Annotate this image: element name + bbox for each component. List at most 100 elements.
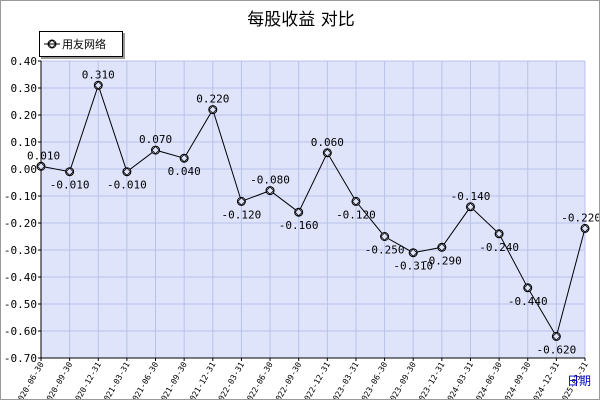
- data-label: -0.160: [279, 219, 319, 232]
- data-label: -0.120: [222, 208, 262, 221]
- y-tick-label: -0.70: [4, 352, 37, 365]
- data-point-circle: [65, 167, 75, 177]
- y-tick-label: -0.60: [4, 325, 37, 338]
- data-label: -0.010: [107, 179, 147, 192]
- data-point-diamond: [351, 197, 361, 206]
- data-label: -0.620: [536, 343, 576, 356]
- y-tick-label: -0.10: [4, 190, 37, 203]
- x-tick-label: 2023-12-31: [415, 360, 447, 400]
- data-label: 0.040: [168, 165, 201, 178]
- data-label: -0.220: [561, 211, 600, 224]
- data-point-diamond: [94, 81, 103, 90]
- data-point: [265, 186, 275, 196]
- data-label: -0.010: [50, 179, 90, 192]
- data-point: [122, 167, 132, 177]
- data-point: [322, 148, 332, 158]
- data-point-diamond: [179, 154, 189, 163]
- data-point-diamond: [409, 248, 418, 257]
- data-point-circle: [380, 232, 390, 241]
- data-point: [437, 242, 447, 252]
- data-point: [523, 283, 533, 293]
- data-point-circle: [236, 196, 246, 206]
- data-point: [465, 202, 475, 212]
- data-point-diamond: [208, 105, 217, 114]
- series-line: [40, 83, 586, 338]
- x-tick-label: 2021-06-30: [128, 360, 160, 400]
- y-tick-label: -0.50: [4, 298, 37, 311]
- x-tick-label: 2022-03-31: [214, 360, 246, 400]
- data-point-diamond: [36, 162, 46, 171]
- data-label: -0.120: [336, 208, 376, 221]
- data-point-circle: [465, 202, 475, 212]
- data-label: -0.290: [422, 254, 462, 267]
- data-point-diamond: [122, 167, 132, 176]
- data-point-circle: [322, 148, 332, 158]
- data-label: -0.240: [479, 241, 519, 254]
- data-point-circle: [265, 186, 275, 196]
- data-point-circle: [93, 80, 103, 90]
- data-point-circle: [494, 229, 504, 239]
- data-point: [65, 167, 75, 177]
- data-label: -0.080: [250, 174, 290, 187]
- data-label: -0.140: [451, 190, 491, 203]
- x-tick-label: 2020-12-31: [71, 360, 103, 400]
- data-point-circle: [408, 248, 418, 258]
- data-point-circle: [351, 196, 361, 206]
- chart-title: 每股收益 对比: [247, 10, 355, 30]
- x-tick-label: 2022-09-30: [272, 360, 304, 400]
- data-point: [351, 196, 361, 206]
- x-tick-label: 2024-03-31: [443, 360, 475, 400]
- data-point-diamond: [494, 229, 504, 238]
- data-point-diamond: [380, 232, 389, 241]
- data-point: [380, 232, 390, 241]
- y-tick-label: 0.00: [11, 163, 38, 176]
- y-tick-label: 0.20: [11, 109, 38, 122]
- data-point: [151, 145, 161, 155]
- x-tick-label: 2021-09-30: [157, 360, 189, 400]
- y-tick-label: -0.40: [4, 271, 37, 284]
- plot-area: [41, 61, 585, 358]
- data-point-diamond: [523, 283, 532, 292]
- data-point: [208, 105, 218, 115]
- diamond-circle-icon: [44, 39, 60, 49]
- data-point-circle: [294, 207, 304, 217]
- data-point-diamond: [294, 208, 303, 217]
- data-point-circle: [523, 283, 533, 293]
- data-point-circle: [551, 331, 561, 341]
- data-point-diamond: [552, 332, 561, 341]
- x-tick-label: 2023-03-31: [329, 360, 361, 400]
- data-point-diamond: [323, 148, 332, 157]
- x-tick-label: 2021-12-31: [186, 360, 218, 400]
- y-tick-label: 0.30: [11, 82, 38, 95]
- data-point-diamond: [237, 197, 246, 206]
- y-tick-label: -0.20: [4, 217, 37, 230]
- x-tick-label: 2023-09-30: [386, 360, 418, 400]
- data-label: -0.310: [393, 260, 433, 273]
- data-point-diamond: [265, 186, 275, 195]
- data-point-circle: [580, 223, 590, 233]
- x-tick-label: 2024-06-30: [472, 360, 504, 400]
- data-label: 0.220: [196, 93, 229, 106]
- y-tick-label: 0.10: [11, 136, 38, 149]
- x-tick-label: 2024-09-30: [501, 360, 533, 400]
- x-tick-label: 2021-03-31: [100, 360, 132, 400]
- data-label: 0.010: [27, 149, 60, 162]
- data-label: 0.310: [82, 68, 115, 81]
- x-tick-label: 2022-06-30: [243, 360, 275, 400]
- data-point: [494, 229, 504, 239]
- data-label: 0.060: [311, 136, 344, 149]
- data-point: [580, 223, 590, 233]
- data-point: [236, 196, 246, 206]
- x-tick-label: 2022-12-31: [300, 360, 332, 400]
- data-point: [36, 161, 46, 171]
- data-point-diamond: [466, 202, 475, 211]
- data-point: [93, 80, 103, 90]
- data-label: 0.070: [139, 133, 172, 146]
- data-point-diamond: [580, 224, 590, 233]
- data-point: [179, 153, 189, 163]
- x-tick-label: 2020-06-30: [14, 360, 46, 400]
- data-point-circle: [437, 242, 447, 252]
- data-point-circle: [36, 161, 46, 171]
- y-tick-label: -0.30: [4, 244, 37, 257]
- data-point-circle: [151, 145, 161, 155]
